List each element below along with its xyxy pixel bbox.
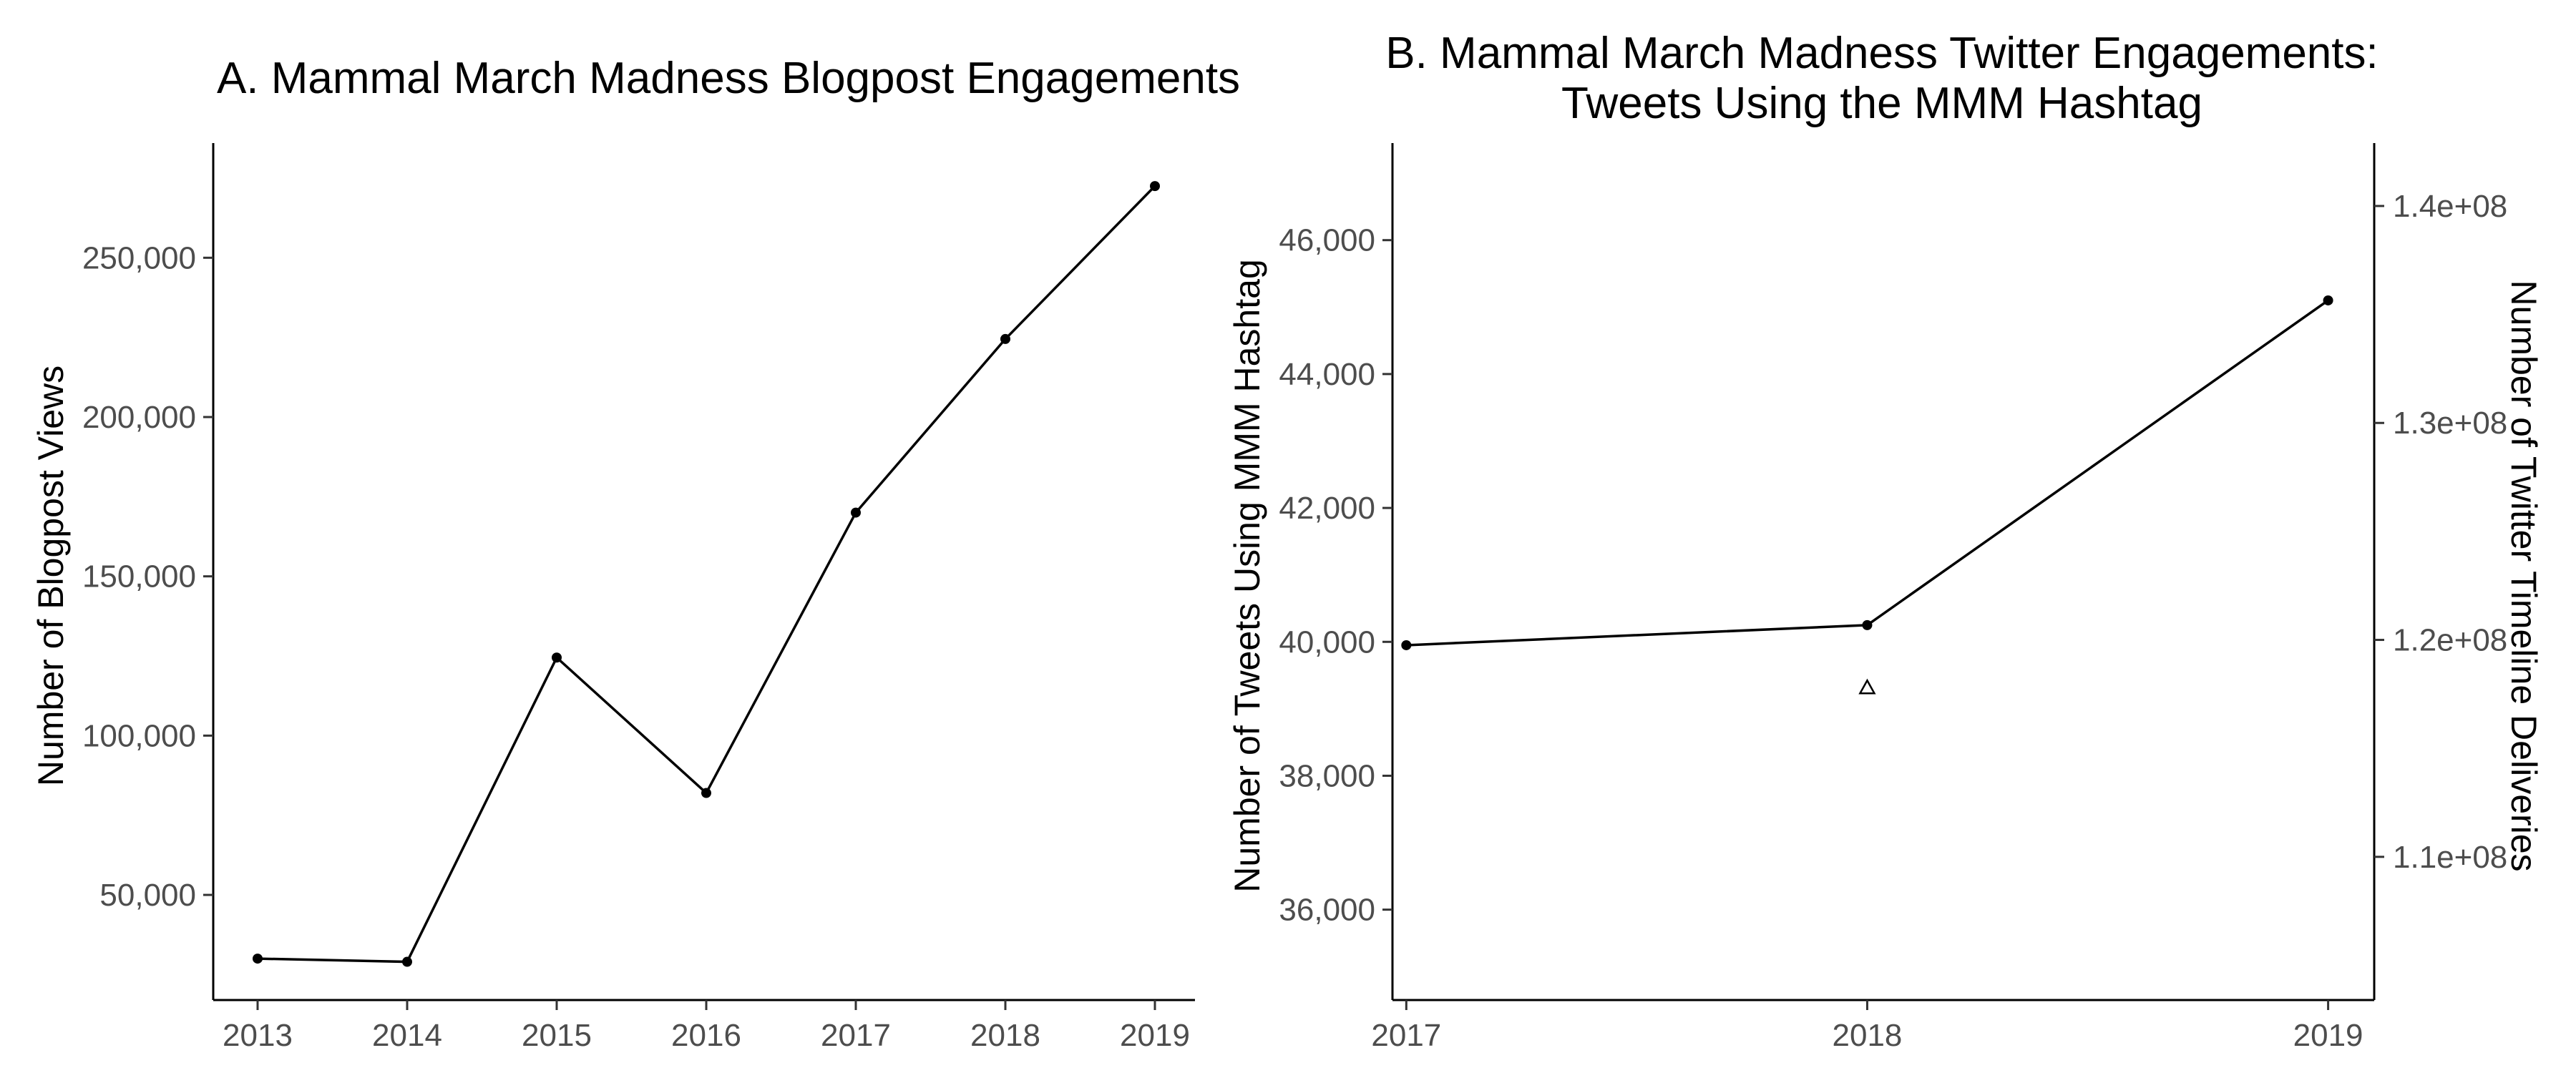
panel-a-x-ticks: 2013 2014 2015 2016 2017 2018 2019 — [223, 1000, 1190, 1053]
panel-b-tweets-point — [1862, 619, 1873, 630]
panel-a-x-tick-label: 2017 — [821, 1018, 891, 1053]
panel-a-x-tick-label: 2019 — [1120, 1018, 1190, 1053]
panel-b-x-ticks: 2017 2018 2019 — [1371, 1000, 2363, 1053]
panel-b-y-axis-title: Number of Tweets Using MMM Hashtag — [1227, 259, 1267, 893]
panel-a-y-ticks: 50,000 100,000 150,000 200,000 250,000 — [82, 240, 213, 913]
panel-b-y2-axis-title: Number of Twitter Timeline Deliveries — [2504, 280, 2544, 871]
panel-a-x-tick-label: 2014 — [372, 1018, 442, 1053]
panel-b-x-tick-label: 2017 — [1371, 1018, 1441, 1053]
panel-b-y-tick-label: 38,000 — [1279, 758, 1375, 793]
panel-a-data-point — [1150, 181, 1160, 192]
panel-b-x-tick-label: 2019 — [2293, 1018, 2363, 1053]
panel-a-y-tick-label: 150,000 — [82, 559, 196, 594]
panel-b-title-line-2: Tweets Using the MMM Hashtag — [1561, 79, 2202, 128]
panel-b-timeline-deliveries-point — [1858, 678, 1876, 695]
panel-a-y-axis-title: Number of Blogpost Views — [31, 366, 71, 786]
panel-b-y-tick-label: 40,000 — [1279, 624, 1375, 660]
panel-a-title: A. Mammal March Madness Blogpost Engagem… — [217, 54, 1240, 103]
panel-b-y-tick-label: 42,000 — [1279, 491, 1375, 526]
panel-a-y-tick-label: 200,000 — [82, 400, 196, 435]
panel-b: B. Mammal March Madness Twitter Engageme… — [1227, 29, 2544, 1053]
panel-b-y-tick-label: 44,000 — [1279, 357, 1375, 392]
panel-b-series — [1401, 295, 2333, 695]
panel-a-y-tick-label: 250,000 — [82, 240, 196, 275]
panel-a-y-tick-label: 50,000 — [99, 878, 196, 913]
panel-b-x-tick-label: 2018 — [1833, 1018, 1903, 1053]
panel-b-tweets-point — [1401, 640, 1412, 650]
panel-b-y-ticks: 36,000 38,000 40,000 42,000 44,000 46,000 — [1279, 223, 1392, 928]
panel-a-data-point — [701, 788, 711, 798]
panel-b-title-line-1: B. Mammal March Madness Twitter Engageme… — [1385, 29, 2379, 78]
panel-b-y2-tick-label: 1.3e+08 — [2393, 406, 2507, 441]
panel-a-x-tick-label: 2018 — [970, 1018, 1040, 1053]
panel-a-data-point — [253, 954, 263, 964]
panel-a-x-tick-label: 2015 — [522, 1018, 592, 1053]
panel-a-series-line — [257, 185, 1156, 964]
panel-b-y2-tick-label: 1.4e+08 — [2393, 189, 2507, 224]
panel-a-series — [253, 181, 1160, 967]
panel-b-y-tick-label: 36,000 — [1279, 893, 1375, 928]
panel-b-y-tick-label: 46,000 — [1279, 223, 1375, 258]
panel-b-y2-ticks: 1.1e+08 1.2e+08 1.3e+08 1.4e+08 — [2374, 189, 2507, 875]
panel-a-data-point — [1000, 333, 1010, 344]
panel-b-tweets-point — [2323, 295, 2333, 305]
panel-a-data-point — [402, 956, 412, 967]
panel-b-y2-tick-label: 1.2e+08 — [2393, 623, 2507, 658]
panel-a-y-tick-label: 100,000 — [82, 718, 196, 753]
panel-b-tweets-line — [1406, 299, 2329, 647]
panel-a-x-tick-label: 2016 — [671, 1018, 741, 1053]
panel-b-y2-tick-label: 1.1e+08 — [2393, 840, 2507, 875]
panel-a-data-point — [552, 652, 562, 663]
panel-a: A. Mammal March Madness Blogpost Engagem… — [31, 54, 1240, 1053]
panel-a-x-tick-label: 2013 — [223, 1018, 293, 1053]
panel-a-data-point — [851, 507, 861, 518]
